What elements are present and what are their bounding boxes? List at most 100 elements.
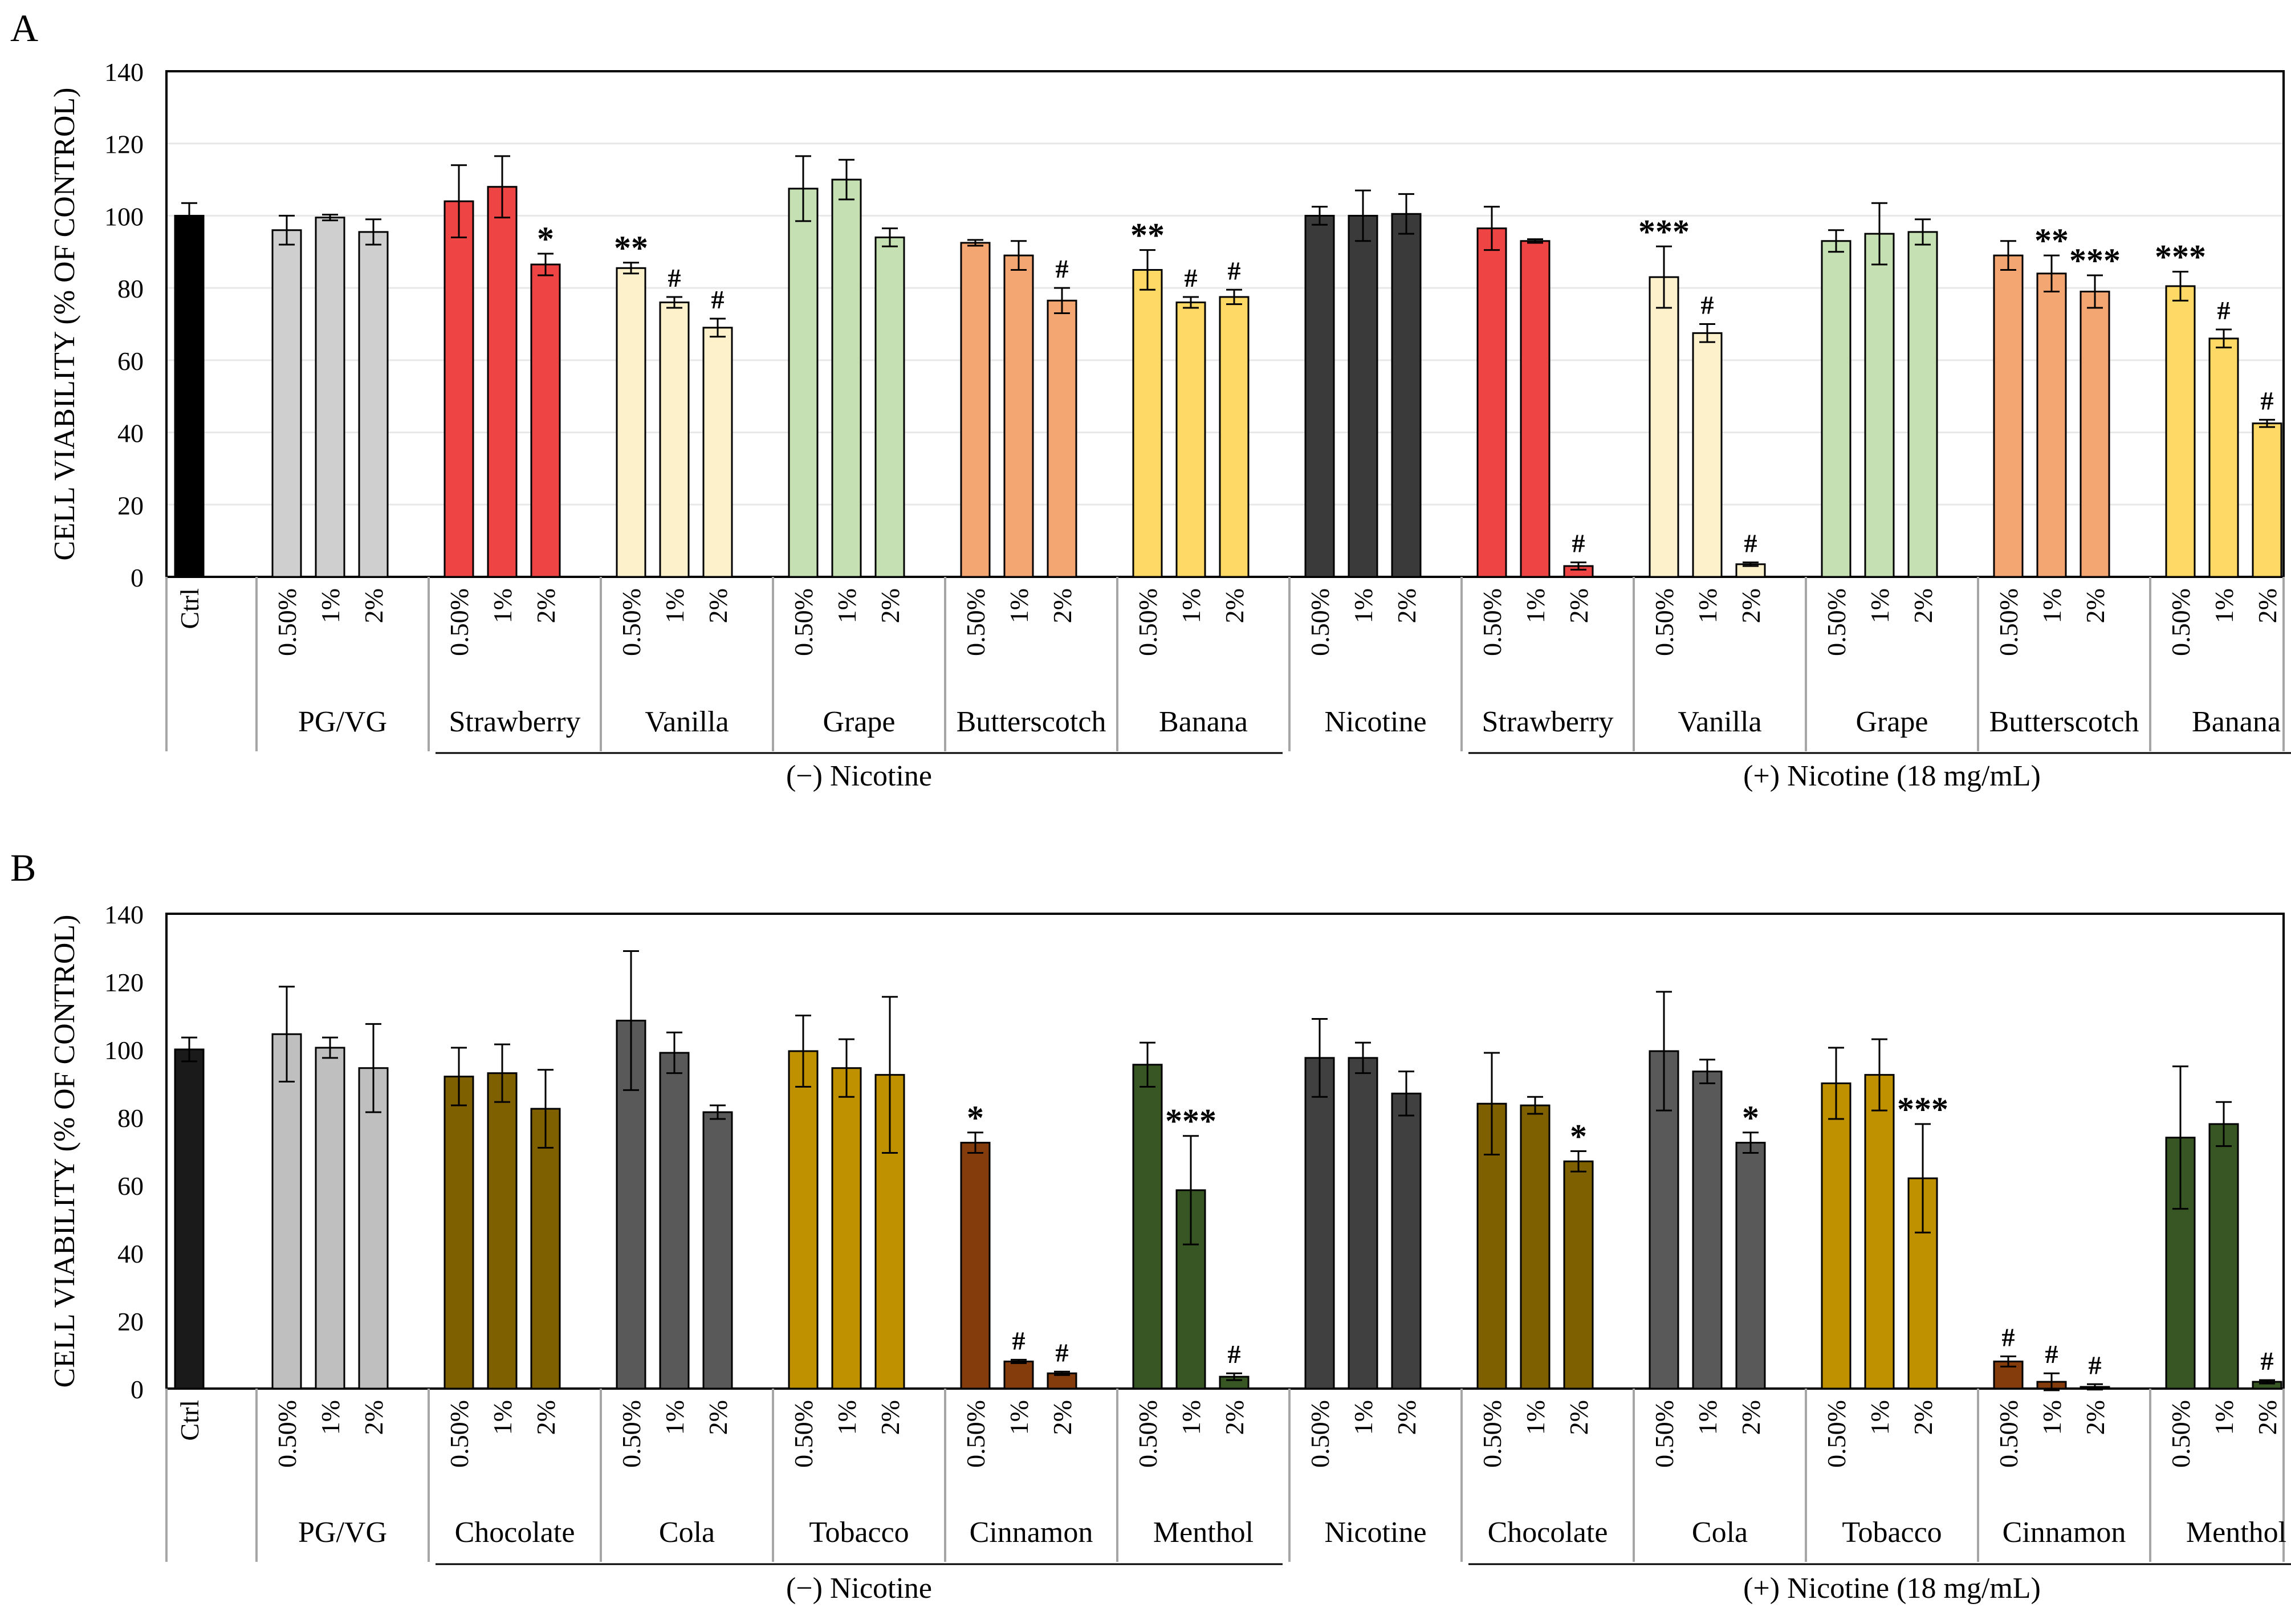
x-tick-label: 1% — [1521, 588, 1550, 623]
x-tick-label: 0.50% — [1478, 588, 1507, 656]
bar — [1175, 301, 1206, 578]
bar — [831, 1067, 862, 1390]
x-tick-label: 2% — [2253, 588, 2282, 623]
bar — [1348, 1057, 1378, 1390]
group-name: Tobacco — [809, 1516, 909, 1549]
error-bar — [1656, 245, 1672, 309]
x-tick-label: 0.50% — [1305, 588, 1334, 656]
group-name: Nicotine — [1324, 706, 1426, 738]
error-bar — [666, 296, 682, 309]
x-tick-label: 0.50% — [1133, 1400, 1162, 1468]
error-bar — [623, 262, 639, 275]
panel-label: B — [10, 846, 36, 889]
bar — [2208, 1123, 2239, 1390]
x-tick-label: 2% — [703, 588, 733, 623]
bar — [315, 1047, 345, 1390]
y-tick-label: 20 — [117, 1307, 144, 1336]
x-tick-label: 2% — [1220, 588, 1249, 623]
error-bar — [1570, 1150, 1586, 1173]
x-tick-label: 2% — [1564, 1400, 1593, 1435]
error-bar — [1699, 1059, 1715, 1084]
x-tick-label: 1% — [832, 1400, 861, 1435]
x-tick-label: 0.50% — [445, 588, 474, 656]
error-bar — [1140, 249, 1155, 291]
bar — [788, 1050, 819, 1390]
error-bar — [2259, 418, 2275, 428]
error-bar — [538, 253, 554, 276]
x-tick-label: 2% — [1909, 588, 1938, 623]
error-bar — [1871, 202, 1887, 266]
error-bar — [1398, 1071, 1414, 1117]
group-name: Grape — [823, 706, 895, 738]
panel-label: A — [10, 6, 38, 50]
error-bar — [1398, 193, 1414, 235]
y-axis-title: CELL VIABILITY (% OF CONTROL) — [48, 915, 81, 1388]
error-bar — [1915, 218, 1931, 246]
bar — [358, 231, 389, 578]
y-tick-label: 80 — [117, 274, 144, 303]
x-tick-label: 1% — [488, 1400, 517, 1435]
y-tick-label: 140 — [104, 900, 144, 929]
x-tick-label: 0.50% — [789, 1400, 818, 1468]
bar — [443, 1076, 474, 1390]
significance-mark: # — [1228, 1340, 1241, 1369]
x-tick-label-ctrl: Ctrl — [175, 588, 204, 629]
error-bar — [710, 1104, 726, 1120]
bar — [702, 1111, 733, 1390]
error-bar — [1355, 1041, 1371, 1074]
bar — [358, 1067, 389, 1390]
bar — [271, 229, 302, 578]
error-bar — [839, 158, 854, 201]
x-tick-label: 1% — [1349, 1400, 1378, 1435]
group-name: Banana — [1159, 706, 1248, 738]
error-bar — [1484, 1052, 1500, 1155]
group-name: Butterscotch — [1989, 706, 2139, 738]
significance-mark: # — [1228, 256, 1241, 285]
group-name: Banana — [2192, 706, 2281, 738]
x-tick-label: 0.50% — [617, 1400, 646, 1468]
error-bar — [2000, 1355, 2016, 1367]
bar — [530, 1108, 561, 1390]
error-bar — [1312, 206, 1328, 226]
x-tick-label: 1% — [2037, 1400, 2066, 1435]
bar-ctrl — [174, 1048, 205, 1390]
error-bar — [1527, 238, 1543, 244]
x-tick-label: 1% — [1693, 588, 1722, 623]
bar — [1003, 254, 1034, 578]
x-tick-label: 0.50% — [789, 588, 818, 656]
significance-mark: # — [711, 285, 725, 314]
bar — [1520, 240, 1551, 578]
x-tick-label: 1% — [316, 1400, 345, 1435]
group-name: PG/VG — [298, 1516, 387, 1549]
y-axis-title: CELL VIABILITY (% OF CONTROL) — [48, 88, 81, 561]
error-bar — [451, 1047, 467, 1106]
error-bar — [494, 155, 510, 219]
y-tick-label: 100 — [104, 202, 144, 231]
x-tick-label: 0.50% — [2166, 1400, 2195, 1468]
x-tick-label: 2% — [876, 1400, 905, 1435]
error-bar — [2259, 1379, 2275, 1385]
significance-mark: * — [1742, 1099, 1759, 1137]
bar — [2036, 272, 2067, 578]
y-tick-label: 140 — [104, 58, 144, 87]
x-tick-label: 1% — [2209, 588, 2239, 623]
panel-a: A 0 20 40 60 80 100 120 140 CELL VIABILITY (% OF … — [10, 6, 2291, 792]
significance-mark: # — [2261, 386, 2274, 415]
x-tick-label: 2% — [876, 588, 905, 623]
bar — [443, 200, 474, 578]
x-tick-label: 2% — [1048, 588, 1077, 623]
error-bar — [882, 996, 898, 1154]
error-bar — [2216, 1101, 2232, 1147]
bar — [271, 1033, 302, 1390]
significance-mark: *** — [1638, 213, 1690, 250]
error-bar — [1054, 1370, 1070, 1376]
bar — [1821, 1082, 1851, 1390]
bar — [1907, 231, 1938, 578]
bar — [616, 267, 646, 578]
error-bar — [1183, 296, 1199, 309]
panel-b: B 0 20 40 60 80 100 120 140 CELL VIABILITY (% OF … — [10, 846, 2291, 1605]
x-tick-label: 2% — [2253, 1400, 2282, 1435]
error-bar — [2044, 254, 2060, 292]
x-tick-label: 0.50% — [961, 1400, 990, 1468]
y-tick-label: 40 — [117, 1239, 144, 1268]
